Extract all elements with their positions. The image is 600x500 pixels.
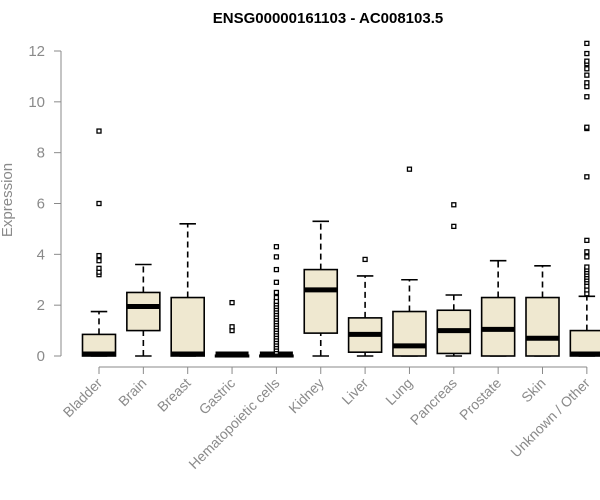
box-prostate — [480, 259, 516, 357]
box-hematopoietic-cells — [259, 244, 294, 358]
y-tick-label: 4 — [37, 246, 45, 263]
outlier-point — [584, 66, 590, 72]
x-tick-label: Kidney — [285, 375, 327, 417]
x-tick-label: Prostate — [456, 375, 504, 423]
outlier-point — [362, 256, 368, 263]
outlier-point — [273, 244, 280, 250]
outlier-point — [273, 294, 280, 301]
y-tick-label: 12 — [28, 43, 45, 60]
box-breast — [170, 223, 205, 357]
outlier-point — [273, 289, 280, 296]
iqr-box — [303, 268, 339, 334]
outlier-point — [96, 128, 102, 134]
x-tick-label: Gastric — [196, 375, 239, 418]
outlier-point — [584, 94, 590, 100]
box-brain — [126, 263, 161, 357]
outlier-point — [584, 40, 590, 47]
chart-title: ENSG00000161103 - AC008103.5 — [213, 10, 443, 27]
iqr-box — [525, 296, 560, 357]
outlier-point — [584, 58, 590, 64]
outlier-point — [584, 174, 590, 180]
y-tick-label: 6 — [37, 196, 45, 213]
y-axis: 0 2 4 6 8 10 12 — [28, 43, 62, 365]
outlier-point — [406, 166, 413, 172]
iqr-box — [392, 310, 427, 357]
y-tick-label: 2 — [37, 297, 45, 314]
outlier-point — [96, 258, 102, 264]
outlier-point — [273, 254, 280, 260]
outlier-point — [584, 50, 590, 57]
x-tick-label: Bladder — [60, 375, 106, 421]
outlier-point — [451, 223, 457, 230]
y-tick-label: 8 — [37, 145, 45, 162]
outlier-point — [584, 254, 590, 260]
outlier-point — [229, 324, 235, 330]
x-tick-label: Lung — [382, 375, 415, 408]
x-tick-label: Unknown / Other — [507, 375, 593, 461]
outlier-point — [584, 249, 590, 255]
x-tick-label: Breast — [154, 375, 194, 415]
outlier-point — [273, 266, 280, 273]
outlier-point — [584, 237, 590, 244]
x-tick-label: Brain — [115, 375, 149, 409]
y-axis-label: Expression — [0, 163, 16, 237]
outlier-point — [96, 252, 102, 259]
outlier-point — [96, 200, 102, 207]
box-unknown-other — [569, 40, 600, 357]
y-tick-label: 10 — [28, 94, 45, 111]
outlier-point — [229, 299, 235, 306]
box-gastric — [214, 299, 250, 358]
box-skin — [525, 264, 560, 357]
box-bladder — [81, 128, 117, 357]
box-lung — [392, 166, 427, 357]
y-tick-label: 0 — [37, 348, 45, 365]
outlier-point — [584, 80, 590, 86]
iqr-box — [480, 296, 516, 357]
outlier-point — [584, 264, 590, 270]
box-kidney — [303, 220, 339, 357]
outlier-point — [584, 124, 590, 130]
x-tick-label: Skin — [518, 375, 549, 406]
outlier-point — [96, 265, 102, 271]
outlier-point — [273, 279, 280, 285]
outlier-point — [451, 202, 457, 208]
iqr-box — [126, 291, 161, 332]
box-series — [81, 40, 600, 358]
x-tick-label: Liver — [338, 375, 371, 408]
box-pancreas — [436, 202, 472, 357]
outlier-point — [584, 72, 590, 78]
iqr-box — [170, 296, 205, 357]
box-liver — [347, 256, 383, 357]
x-tick-label: Pancreas — [407, 375, 460, 428]
